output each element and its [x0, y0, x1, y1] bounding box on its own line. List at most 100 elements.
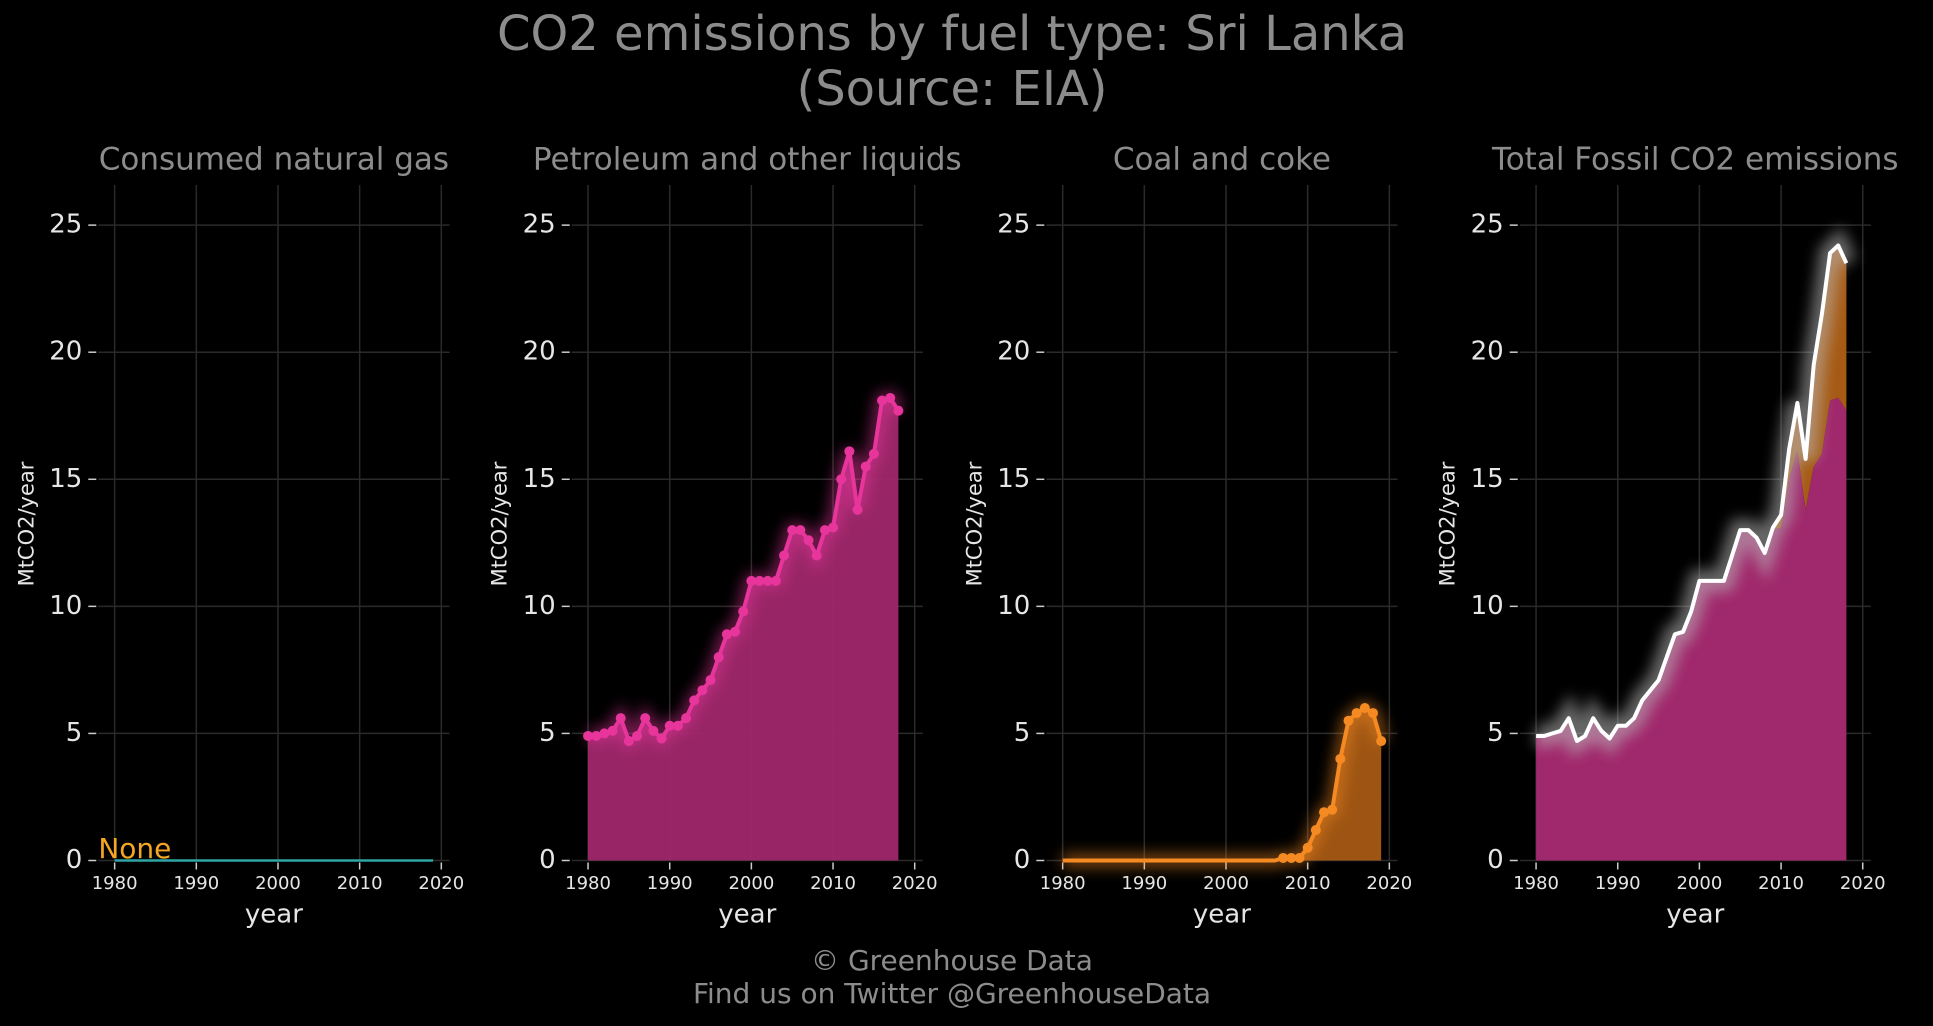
point	[836, 474, 847, 485]
point	[615, 713, 626, 724]
footer: Find us on Twitter @GreenhouseData	[693, 977, 1211, 1010]
y-tick-label: 15	[523, 464, 556, 494]
y-tick-label: 5	[539, 718, 556, 748]
point	[591, 730, 602, 741]
subplot-title: Total Fossil CO2 emissions	[1491, 142, 1899, 178]
x-axis-label: year	[245, 900, 303, 930]
x-tick-label: 1980	[1040, 873, 1086, 894]
y-tick-label: 25	[997, 210, 1030, 240]
y-tick-label: 15	[49, 464, 82, 494]
point	[754, 575, 765, 586]
y-tick-label: 20	[1471, 337, 1504, 367]
point	[779, 550, 790, 561]
point	[868, 448, 879, 459]
point	[860, 461, 871, 472]
point	[1310, 825, 1321, 836]
point	[803, 535, 814, 546]
point	[648, 725, 659, 736]
point	[721, 629, 732, 640]
x-tick-label: 2010	[337, 873, 383, 894]
title: CO2 emissions by fuel type: Sri Lanka	[497, 6, 1407, 62]
point	[1368, 708, 1379, 719]
point	[770, 575, 781, 586]
point	[762, 575, 773, 586]
point	[844, 446, 855, 457]
y-axis-label: MtCO2/year	[962, 461, 986, 586]
point	[599, 728, 610, 739]
y-tick-label: 25	[523, 210, 556, 240]
point	[1278, 852, 1289, 863]
point	[1302, 842, 1313, 853]
y-tick-label: 0	[1014, 845, 1031, 875]
x-tick-label: 2010	[1285, 873, 1331, 894]
y-axis-label: MtCO2/year	[488, 461, 512, 586]
x-tick-label: 2000	[1676, 873, 1722, 894]
x-tick-label: 1990	[647, 873, 693, 894]
total-line	[1536, 243, 1849, 743]
x-tick-label: 2000	[255, 873, 301, 894]
subtitle: (Source: EIA)	[796, 61, 1107, 117]
x-tick-label: 1980	[1513, 873, 1559, 894]
point	[811, 550, 822, 561]
x-tick-label: 2000	[1203, 873, 1249, 894]
point	[877, 395, 888, 406]
point	[1376, 736, 1387, 747]
x-tick-label: 2020	[892, 873, 938, 894]
point	[656, 733, 667, 744]
point	[819, 525, 830, 536]
point	[738, 606, 749, 617]
x-tick-label: 1980	[565, 873, 611, 894]
y-tick-label: 5	[1014, 718, 1031, 748]
y-tick-label: 5	[66, 718, 83, 748]
y-tick-label: 0	[539, 845, 556, 875]
x-tick-label: 2010	[1758, 873, 1804, 894]
point	[1286, 852, 1297, 863]
x-tick-label: 1980	[92, 873, 138, 894]
y-tick-label: 10	[49, 591, 82, 621]
y-tick-label: 0	[66, 845, 83, 875]
point	[1319, 807, 1330, 818]
point	[1343, 715, 1354, 726]
y-tick-label: 0	[1487, 845, 1504, 875]
point	[885, 392, 896, 403]
x-axis-label: year	[1193, 900, 1251, 930]
x-tick-label: 1990	[173, 873, 219, 894]
point	[681, 713, 692, 724]
point	[1335, 753, 1346, 764]
point	[852, 504, 863, 515]
y-tick-label: 20	[997, 337, 1030, 367]
y-tick-label: 15	[997, 464, 1030, 494]
point	[1294, 852, 1305, 863]
y-tick-label: 20	[49, 337, 82, 367]
point	[730, 626, 741, 637]
x-axis-label: year	[718, 900, 776, 930]
point	[623, 736, 634, 747]
point	[664, 720, 675, 731]
y-tick-label: 10	[1471, 591, 1504, 621]
subplot-title: Consumed natural gas	[99, 142, 449, 178]
y-tick-label: 25	[1471, 210, 1504, 240]
x-tick-label: 1990	[1595, 873, 1641, 894]
point	[795, 525, 806, 536]
subplot-title: Petroleum and other liquids	[533, 142, 962, 178]
x-tick-label: 2020	[1840, 873, 1886, 894]
point	[828, 522, 839, 533]
point	[632, 730, 643, 741]
y-tick-label: 5	[1487, 718, 1504, 748]
y-axis-label: MtCO2/year	[1436, 461, 1460, 586]
y-tick-label: 20	[523, 337, 556, 367]
point	[697, 685, 708, 696]
point	[640, 713, 651, 724]
x-tick-label: 1990	[1121, 873, 1167, 894]
y-tick-label: 25	[49, 210, 82, 240]
x-tick-label: 2020	[418, 873, 464, 894]
point	[1351, 708, 1362, 719]
point	[746, 575, 757, 586]
point	[607, 725, 618, 736]
point	[787, 525, 798, 536]
point	[893, 405, 904, 416]
point	[689, 695, 700, 706]
y-tick-label: 10	[523, 591, 556, 621]
